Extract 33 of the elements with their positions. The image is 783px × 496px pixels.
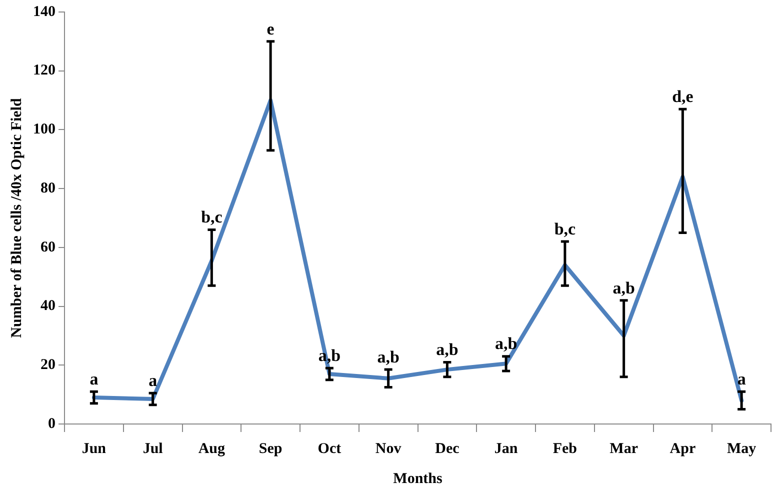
y-tick-label: 40 — [40, 298, 56, 314]
y-tick-label: 80 — [40, 180, 56, 196]
y-tick-label: 140 — [33, 4, 56, 20]
y-tick-label: 100 — [33, 122, 56, 138]
annotation: a,b — [612, 278, 635, 298]
y-tick-label: 20 — [40, 357, 56, 374]
annotation: a,b — [494, 334, 518, 354]
x-tick-label: Oct — [318, 440, 342, 457]
y-axis-title: Number of Blue cells /40x Optic Field — [8, 97, 25, 338]
y-tick-label: 0 — [48, 416, 56, 432]
x-tick-label: Feb — [552, 440, 578, 457]
y-tick-label: 120 — [33, 62, 56, 79]
annotation: a — [148, 370, 158, 390]
annotation: d,e — [672, 87, 694, 106]
x-tick-label: Dec — [435, 440, 460, 457]
x-tick-label: Jul — [142, 440, 163, 457]
x-tick-label: Apr — [670, 440, 696, 457]
x-tick-label: Jan — [494, 440, 518, 457]
annotation: b,c — [554, 219, 576, 238]
x-tick-label: Nov — [375, 440, 402, 457]
annotation: a,b — [436, 340, 458, 360]
x-tick-label: May — [726, 440, 757, 457]
x-tick-label: Aug — [198, 440, 226, 457]
x-tick-label: Sep — [258, 440, 282, 457]
annotation: b,c — [201, 208, 223, 227]
x-tick-label: Mar — [610, 440, 638, 457]
x-axis-title: Months — [393, 470, 442, 487]
x-tick-label: Jun — [82, 440, 107, 457]
annotation: a — [737, 370, 746, 389]
y-tick-label: 60 — [40, 239, 56, 256]
annotation: e — [266, 19, 275, 38]
annotation: a,b — [377, 347, 400, 366]
annotation: a — [90, 370, 99, 389]
